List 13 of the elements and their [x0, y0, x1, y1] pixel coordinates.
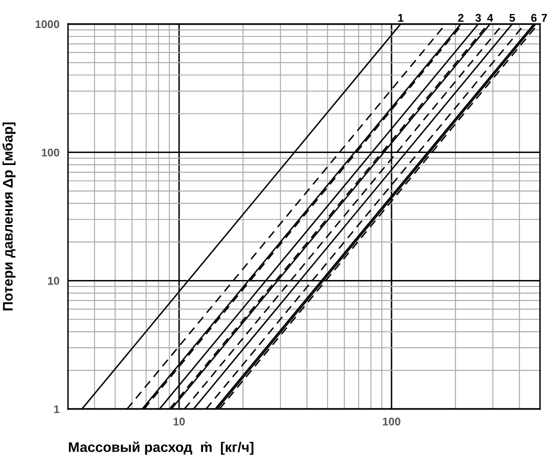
y-axis-title: Потери давления Δp [мбар]: [2, 122, 16, 310]
series-label: 4: [487, 14, 494, 22]
series-label: 2: [458, 14, 464, 22]
y-tick-label: 100: [42, 148, 60, 156]
series-label: 3: [475, 14, 481, 22]
series-label: 6: [531, 14, 537, 22]
series-label: 5: [509, 14, 515, 22]
y-tick-label: 1: [54, 405, 60, 414]
y-tick-label: 1000: [36, 20, 60, 28]
series-label: 1: [398, 14, 404, 22]
y-tick-label: 10: [48, 276, 60, 285]
x-axis-title: Массовый расход ṁ [кг/ч]: [68, 442, 254, 455]
series-label: 7: [542, 14, 547, 22]
